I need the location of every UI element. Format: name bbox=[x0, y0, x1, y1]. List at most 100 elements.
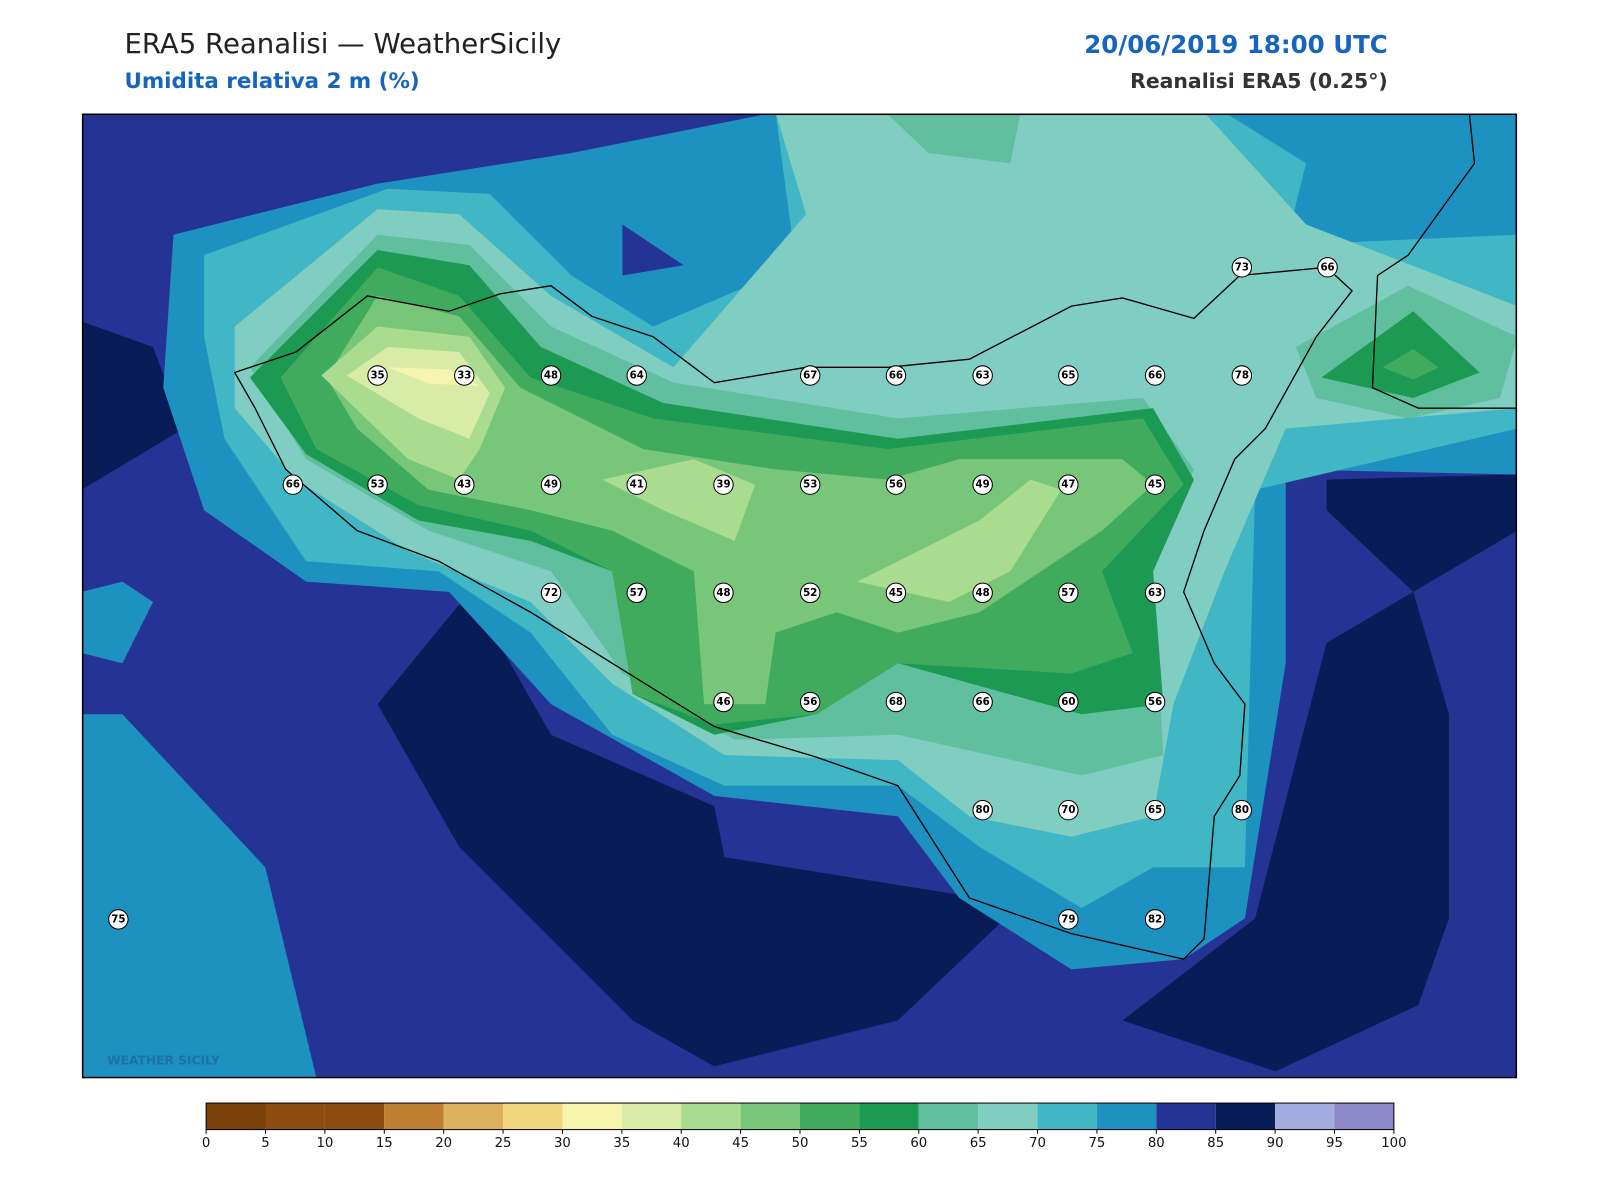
station-marker bbox=[1058, 800, 1079, 821]
station-value: 79 bbox=[1061, 914, 1075, 925]
subtitle: Umidita relativa 2 m (%) bbox=[124, 69, 419, 94]
colorbar: 0 5 10 15 20 25 30 35 40 45 50 55 60 65 70 75 80 85 90 95 10… bbox=[202, 1102, 1407, 1151]
colorbar-tick-label: 0 bbox=[202, 1136, 210, 1151]
station-marker bbox=[885, 691, 907, 713]
colorbar-tick-label: 15 bbox=[376, 1136, 393, 1151]
station-marker bbox=[713, 582, 734, 604]
station-marker bbox=[108, 909, 129, 930]
station-value: 72 bbox=[544, 588, 558, 599]
field-band bbox=[622, 224, 684, 276]
station: 56 bbox=[800, 691, 821, 713]
station-value: 45 bbox=[889, 588, 903, 599]
colorbar-swatch bbox=[1215, 1103, 1276, 1130]
colorbar-swatch bbox=[324, 1103, 385, 1130]
station-value: 66 bbox=[1320, 262, 1334, 273]
station-value: 66 bbox=[1148, 371, 1162, 382]
station: 48 bbox=[972, 582, 993, 604]
colorbar-tick-label: 55 bbox=[851, 1136, 868, 1151]
colorbar-tick-label: 30 bbox=[554, 1136, 571, 1151]
station: 45 bbox=[885, 582, 907, 604]
station-value: 60 bbox=[1061, 697, 1075, 708]
station: 52 bbox=[800, 582, 821, 604]
field-band bbox=[82, 714, 317, 1078]
station-value: 56 bbox=[803, 697, 817, 708]
station: 41 bbox=[626, 474, 647, 495]
station-marker bbox=[540, 474, 562, 495]
colorbar-swatch bbox=[859, 1103, 919, 1130]
station-marker bbox=[972, 474, 993, 495]
station-marker bbox=[713, 474, 734, 495]
station: 72 bbox=[540, 582, 562, 604]
station-marker bbox=[1231, 365, 1253, 386]
station-value: 53 bbox=[803, 480, 817, 491]
datetime: 20/06/2019 18:00 UTC bbox=[1084, 30, 1388, 59]
station-marker bbox=[1144, 582, 1166, 604]
coastline bbox=[233, 266, 1353, 960]
station-marker bbox=[1144, 800, 1166, 821]
station: 78 bbox=[1231, 365, 1253, 386]
station-marker bbox=[282, 474, 304, 495]
colorbar-swatch bbox=[1096, 1103, 1157, 1130]
station: 80 bbox=[1231, 800, 1253, 821]
station-marker bbox=[367, 365, 388, 386]
station-value: 80 bbox=[976, 805, 990, 816]
colorbar-tick-label: 90 bbox=[1267, 1136, 1284, 1151]
station-value: 64 bbox=[630, 371, 644, 382]
station-value: 41 bbox=[630, 480, 644, 491]
station-value: 52 bbox=[803, 588, 817, 599]
station-value: 56 bbox=[889, 480, 903, 491]
station-marker bbox=[1144, 909, 1166, 930]
colorbar-swatch bbox=[503, 1103, 563, 1130]
title: ERA5 Reanalisi — WeatherSicily bbox=[124, 28, 561, 60]
station: 46 bbox=[713, 691, 734, 713]
station: 53 bbox=[367, 474, 388, 495]
station: 65 bbox=[1058, 365, 1079, 386]
station: 66 bbox=[885, 365, 907, 386]
station-value: 53 bbox=[370, 480, 384, 491]
station-marker bbox=[800, 582, 821, 604]
station: 57 bbox=[1058, 582, 1079, 604]
colorbar-swatch bbox=[1037, 1103, 1097, 1130]
station-value: 66 bbox=[889, 371, 903, 382]
station-value: 57 bbox=[1061, 588, 1075, 599]
field bbox=[82, 114, 1517, 1078]
station: 35 bbox=[367, 365, 388, 386]
station: 39 bbox=[713, 474, 734, 495]
station: 63 bbox=[1144, 582, 1166, 604]
station-value: 35 bbox=[370, 371, 384, 382]
colorbar-tick-label: 85 bbox=[1207, 1136, 1224, 1151]
station-marker bbox=[1317, 257, 1338, 278]
station: 43 bbox=[454, 474, 475, 495]
colorbar-tick-label: 20 bbox=[435, 1136, 452, 1151]
colorbar-swatch bbox=[1275, 1103, 1335, 1130]
station-marker bbox=[972, 691, 993, 713]
station: 75 bbox=[108, 909, 129, 930]
colorbar-tick-label: 50 bbox=[792, 1136, 809, 1151]
station-value: 82 bbox=[1148, 914, 1162, 925]
colorbar-tick-label: 35 bbox=[613, 1136, 630, 1151]
colorbar-swatch bbox=[918, 1103, 979, 1130]
station-marker bbox=[972, 582, 993, 604]
station-value: 68 bbox=[889, 697, 903, 708]
station: 64 bbox=[626, 365, 647, 386]
colorbar-tick-label: 65 bbox=[970, 1136, 987, 1151]
station: 48 bbox=[540, 365, 562, 386]
station-marker bbox=[800, 474, 821, 495]
station-value: 49 bbox=[976, 480, 990, 491]
colorbar-swatch bbox=[206, 1103, 266, 1130]
station-marker bbox=[800, 691, 821, 713]
station-value: 66 bbox=[286, 480, 300, 491]
station-value: 78 bbox=[1235, 371, 1249, 382]
station-marker bbox=[1058, 474, 1079, 495]
station-marker bbox=[454, 365, 475, 386]
station: 56 bbox=[885, 474, 907, 495]
station-marker bbox=[1231, 800, 1253, 821]
station: 57 bbox=[626, 582, 647, 604]
station-value: 57 bbox=[630, 588, 644, 599]
station: 66 bbox=[282, 474, 304, 495]
station-value: 45 bbox=[1148, 480, 1162, 491]
station-value: 56 bbox=[1148, 697, 1162, 708]
station-marker bbox=[454, 474, 475, 495]
station-value: 43 bbox=[457, 480, 471, 491]
station-value: 48 bbox=[544, 371, 558, 382]
